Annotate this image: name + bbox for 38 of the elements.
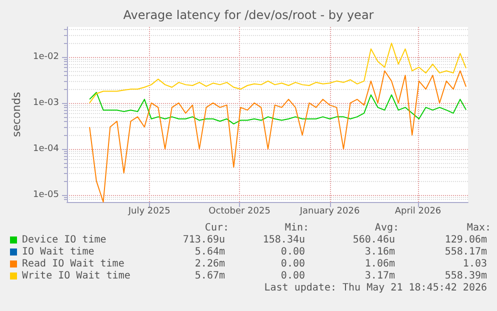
text: 3.17m — [364, 270, 396, 282]
legend-label: Device IO time — [22, 234, 106, 246]
text: 129.06m — [444, 234, 488, 246]
text: 0.00 — [280, 258, 306, 270]
text: Last update: Thu May 21 18:45:42 2026 — [264, 282, 488, 294]
x-tick-label: October 2025 — [208, 206, 270, 216]
text: 713.69u — [182, 234, 226, 246]
line-series — [89, 70, 467, 202]
text: Max: — [466, 222, 492, 234]
legend-label: Write IO Wait time — [22, 270, 130, 282]
text: 560.46u — [352, 234, 396, 246]
text: Min: — [284, 222, 310, 234]
text: 558.17m — [444, 246, 488, 258]
y-tick-label: 1e-02 — [33, 52, 59, 62]
chart-title: Average latency for /dev/os/root - by year — [123, 8, 374, 22]
text: Cur: — [204, 222, 230, 234]
text: 2.26m — [194, 258, 226, 270]
legend-label: Read IO Wait time — [22, 258, 124, 270]
y-tick-label: 1e-03 — [33, 98, 59, 108]
text: 1.06m — [364, 258, 396, 270]
text: 0.00 — [280, 246, 306, 258]
y-tick-label: 1e-04 — [33, 144, 60, 154]
text: 158.34u — [262, 234, 306, 246]
text: 1.03 — [462, 258, 488, 270]
text: 3.16m — [364, 246, 396, 258]
text: 0.00 — [280, 270, 306, 282]
line-series — [89, 92, 467, 124]
y-tick-label: 1e-05 — [33, 190, 59, 200]
x-tick-label: January 2026 — [298, 206, 360, 216]
text: Avg: — [374, 222, 400, 234]
x-tick-label: July 2025 — [127, 206, 170, 216]
y-axis-title: seconds — [10, 92, 24, 137]
line-series — [89, 42, 467, 104]
text: 558.39m — [444, 270, 488, 282]
legend-label: IO Wait time — [22, 246, 94, 258]
x-tick-label: April 2026 — [394, 206, 442, 216]
text: 5.64m — [194, 246, 226, 258]
text: 5.67m — [194, 270, 226, 282]
